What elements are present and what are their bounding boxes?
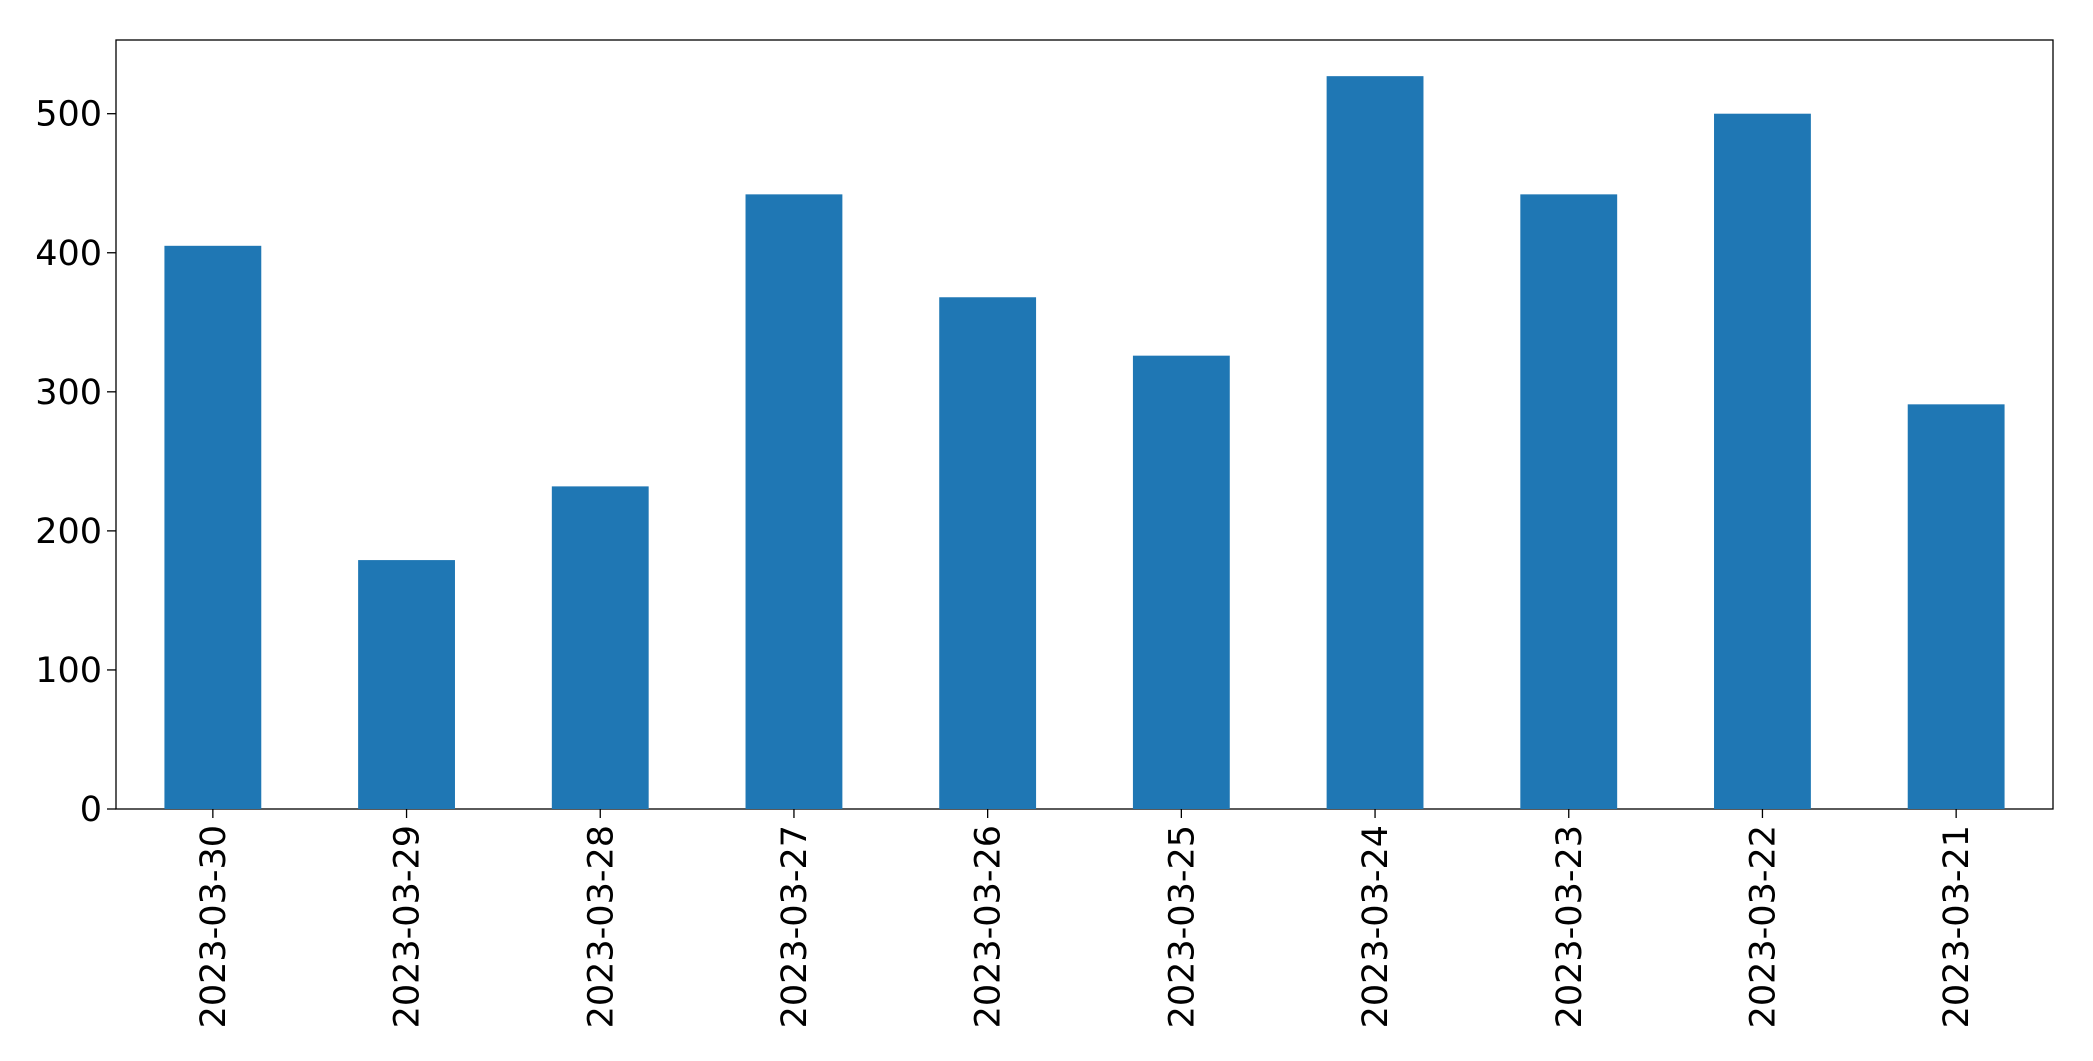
x-tick-label: 2023-03-29 [388,825,428,1028]
bar [164,245,262,809]
x-tick-label: 2023-03-25 [1162,825,1202,1028]
bar [745,194,843,810]
y-tick-label: 200 [35,512,102,552]
bar [1714,113,1811,809]
x-tick-label: 2023-03-27 [775,825,815,1028]
bar [1132,355,1230,809]
bar [358,560,455,809]
y-tick-label: 100 [35,651,102,691]
x-tick-label: 2023-03-28 [581,825,621,1028]
y-tick-label: 0 [80,790,102,830]
x-tick-label: 2023-03-22 [1743,825,1783,1028]
y-tick-label: 400 [35,234,102,274]
bar [939,297,1037,809]
plot-frame [115,39,2054,810]
bar [1326,76,1424,809]
x-tick-label: 2023-03-26 [969,825,1009,1028]
bar [551,486,649,809]
bar [1907,404,2005,809]
x-tick-label: 2023-03-21 [1937,825,1977,1028]
y-tick-label: 300 [35,373,102,413]
x-tick-label: 2023-03-30 [194,825,234,1028]
y-tick-label: 500 [35,95,102,135]
x-tick-label: 2023-03-24 [1356,825,1396,1028]
bar [1520,194,1618,810]
x-tick-label: 2023-03-23 [1550,825,1590,1028]
